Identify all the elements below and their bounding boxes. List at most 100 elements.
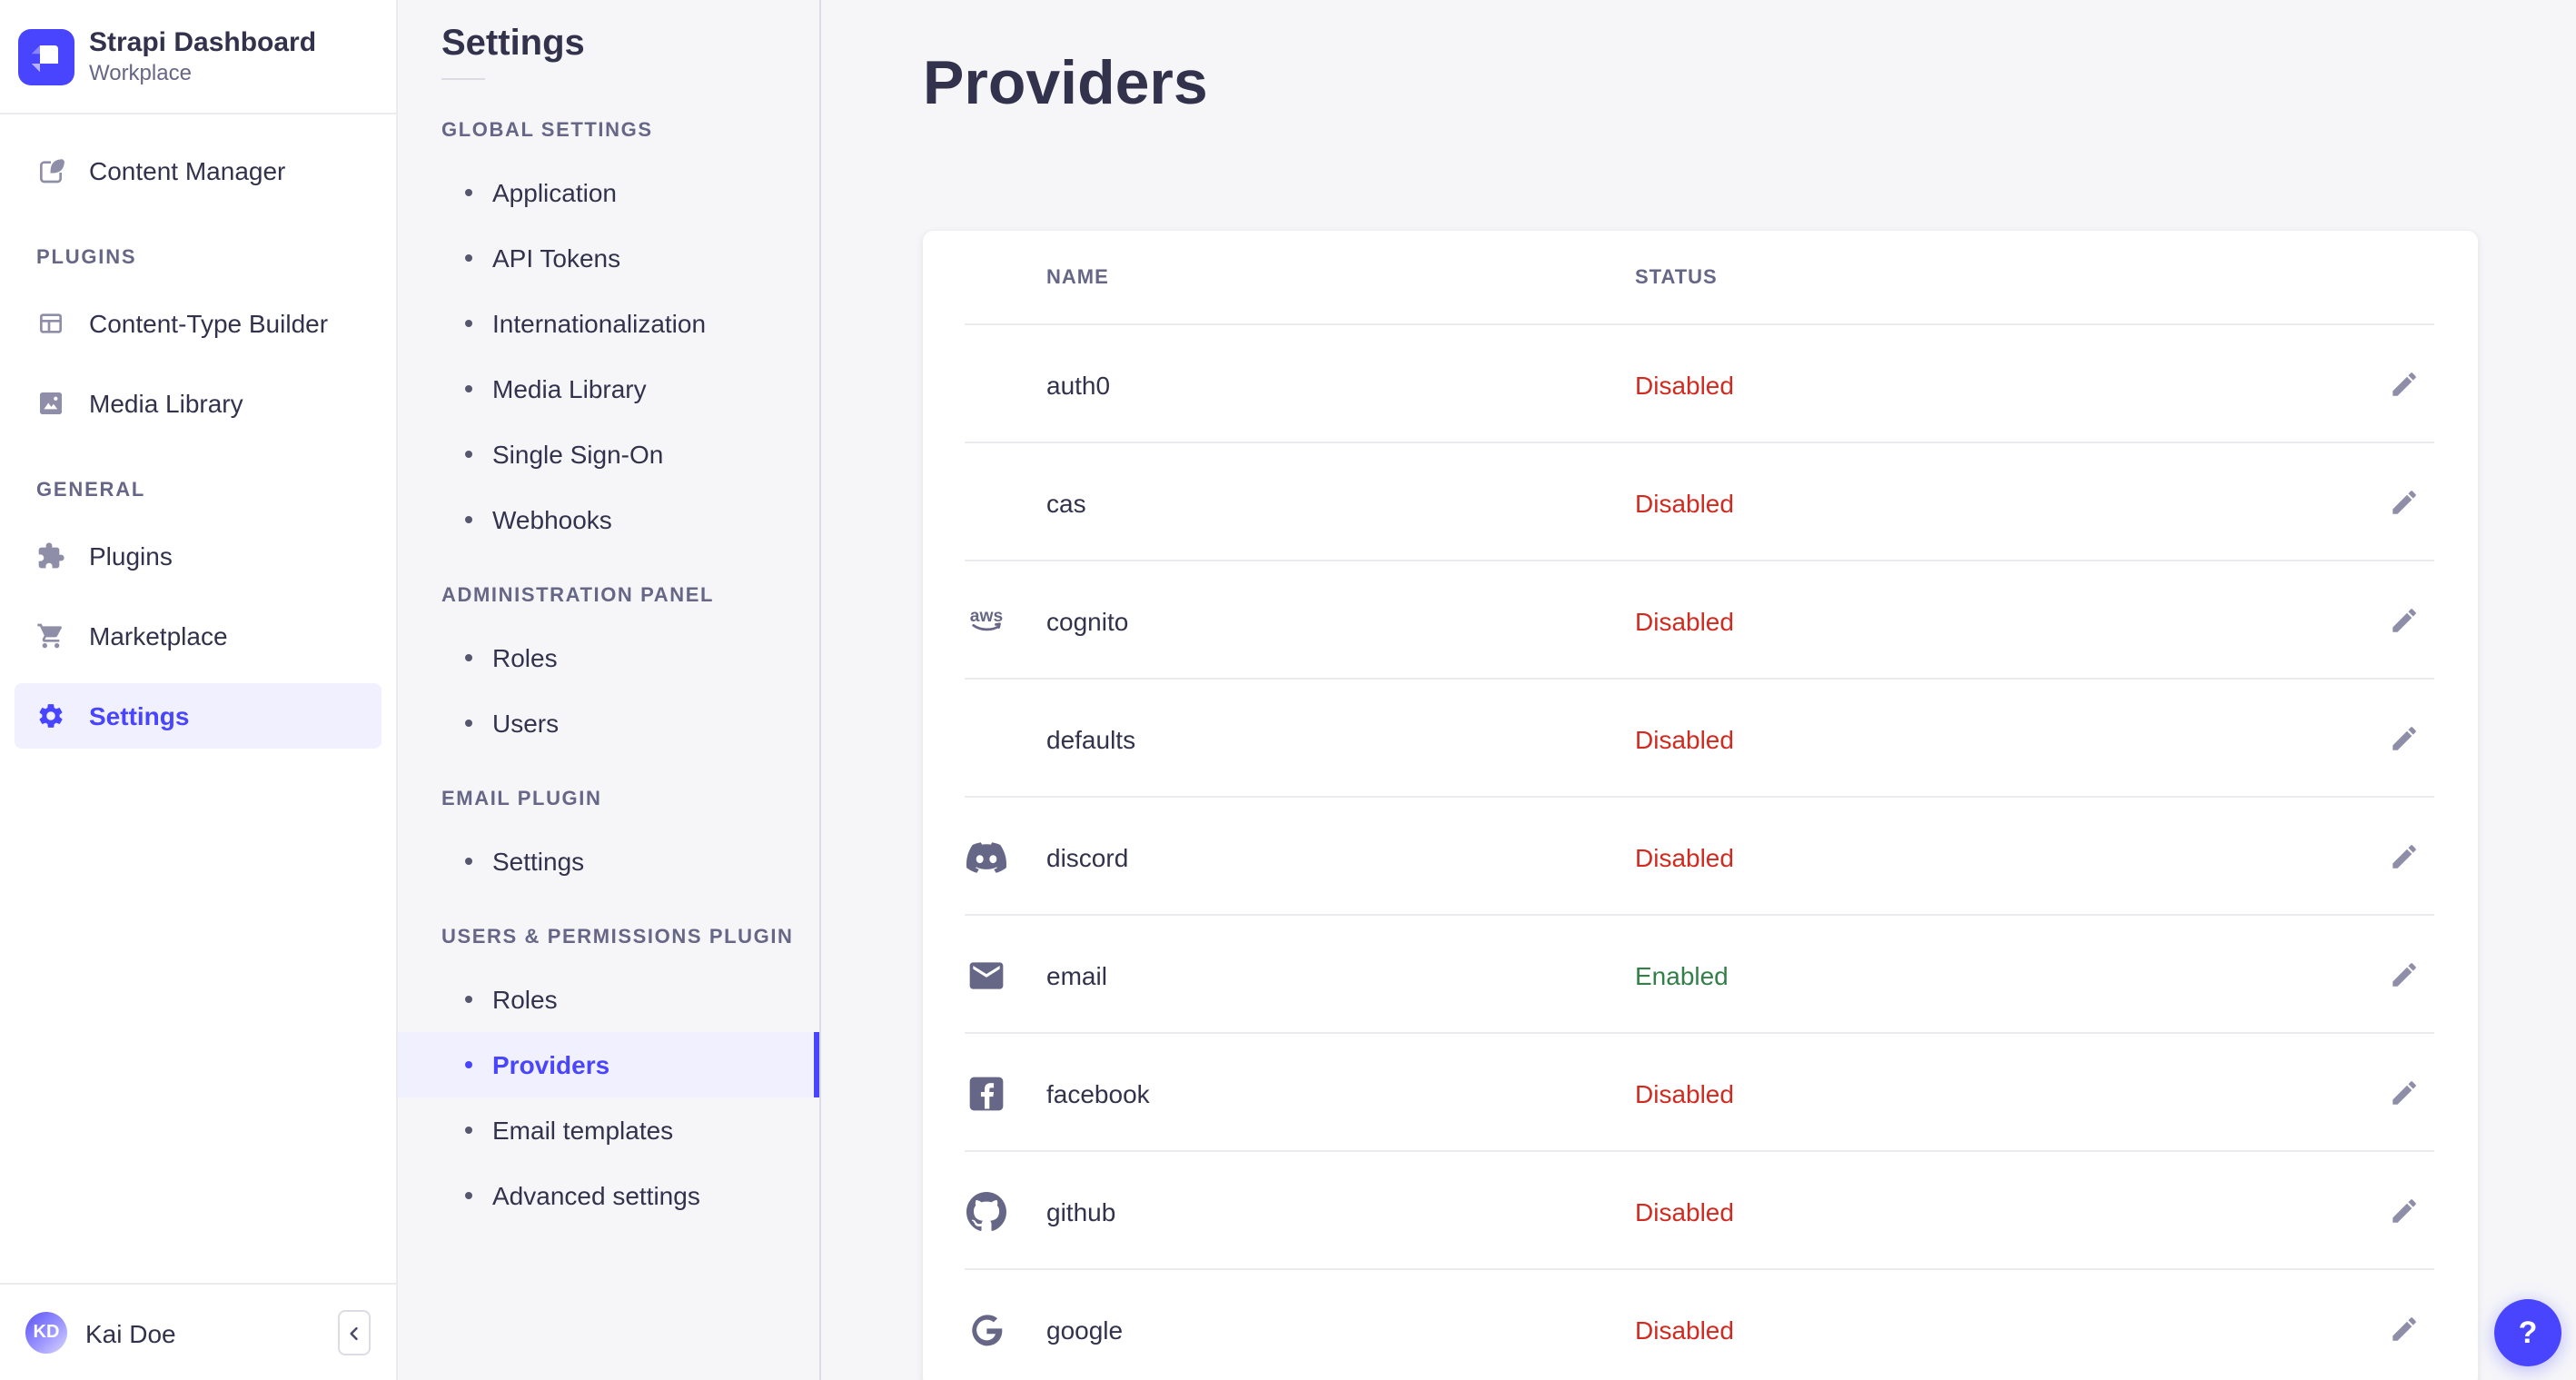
subnav-section-title: GLOBAL SETTINGS xyxy=(441,120,653,142)
help-button[interactable]: ? xyxy=(2494,1299,2561,1366)
svg-text:aws: aws xyxy=(970,606,1003,625)
main-sidebar: Strapi Dashboard Workplace Content Manag… xyxy=(0,0,398,1380)
table-row-cas: cas Disabled xyxy=(923,443,2478,561)
provider-status: Disabled xyxy=(1635,606,1734,635)
subnav-item-label: Internationalization xyxy=(492,309,707,338)
nav-section-general: GENERAL Plugins Marketplace Settings xyxy=(15,480,381,749)
subnav-item-internationalization[interactable]: Internationalization xyxy=(398,291,819,356)
avatar[interactable]: KD xyxy=(25,1312,67,1354)
edit-cell xyxy=(2376,477,2431,528)
subnav-item-label: Email templates xyxy=(492,1116,674,1145)
sidebar-item-settings[interactable]: Settings xyxy=(15,683,381,749)
edit-provider-button[interactable] xyxy=(2378,595,2429,646)
sidebar-item-marketplace[interactable]: Marketplace xyxy=(15,603,381,669)
sidebar-item-content-type-builder[interactable]: Content-Type Builder xyxy=(15,291,381,356)
edit-provider-button[interactable] xyxy=(2378,1304,2429,1355)
provider-name: email xyxy=(1046,960,1107,989)
aws-icon: aws xyxy=(966,601,1006,640)
edit-cell xyxy=(2376,949,2431,1000)
user-area: KD Kai Doe xyxy=(0,1283,396,1380)
subnav-item-advanced-settings[interactable]: Advanced settings xyxy=(398,1163,819,1228)
sidebar-item-label: Settings xyxy=(89,701,190,730)
brand-text: Strapi Dashboard Workplace xyxy=(89,26,316,86)
main-content: Providers NAME STATUS auth0 Disabled cas Di… xyxy=(821,0,2576,1380)
provider-name: facebook xyxy=(1046,1078,1150,1107)
edit-cell xyxy=(2376,1304,2431,1355)
sidebar-item-label: Content Manager xyxy=(89,156,286,185)
table-row-facebook: facebook Disabled xyxy=(923,1034,2478,1152)
subnav-item-api-tokens[interactable]: API Tokens xyxy=(398,225,819,291)
subnav-item-label: API Tokens xyxy=(492,243,621,273)
subnav-item-label: Roles xyxy=(492,643,558,672)
workspace-switcher[interactable]: Strapi Dashboard Workplace xyxy=(0,0,396,114)
subnav-item-roles[interactable]: Roles xyxy=(398,625,819,690)
provider-name: auth0 xyxy=(1046,370,1111,399)
subnav-item-label: Single Sign-On xyxy=(492,440,664,469)
email-icon xyxy=(966,955,1006,995)
provider-status: Disabled xyxy=(1635,842,1734,871)
column-header-status: STATUS xyxy=(1635,267,1718,289)
sidebar-item-content-manager[interactable]: Content Manager xyxy=(15,138,381,204)
settings-icon xyxy=(36,701,65,730)
edit-cell xyxy=(2376,595,2431,646)
sidebar-item-plugins[interactable]: Plugins xyxy=(15,523,381,589)
edit-provider-button[interactable] xyxy=(2378,359,2429,410)
content-manager-icon xyxy=(36,156,65,185)
discord-icon xyxy=(966,837,1006,877)
sidebar-item-media-library[interactable]: Media Library xyxy=(15,371,381,436)
sidebar-item-label: Content-Type Builder xyxy=(89,309,329,338)
subnav-item-media-library[interactable]: Media Library xyxy=(398,356,819,422)
subnav-item-label: Users xyxy=(492,709,560,738)
subnav-item-label: Roles xyxy=(492,985,558,1014)
subnav-item-users[interactable]: Users xyxy=(398,690,819,756)
subnav-sections: GLOBAL SETTINGS Application API Tokens Inte… xyxy=(398,120,819,1228)
subnav-section-title: ADMINISTRATION PANEL xyxy=(441,585,715,607)
subnav-section-users-permissions-plugin: USERS & PERMISSIONS PLUGIN Roles Providers… xyxy=(398,927,819,1228)
subnav-item-roles[interactable]: Roles xyxy=(398,967,819,1032)
sidebar-item-label: Marketplace xyxy=(89,621,228,650)
nav-section-title: GENERAL xyxy=(36,480,146,501)
collapse-sidebar-button[interactable] xyxy=(338,1310,371,1355)
strapi-logo-icon xyxy=(18,28,74,84)
app-title: Strapi Dashboard xyxy=(89,26,317,57)
subnav-item-providers[interactable]: Providers xyxy=(398,1032,819,1097)
table-row-google: google Disabled xyxy=(923,1270,2478,1380)
edit-provider-button[interactable] xyxy=(2378,477,2429,528)
provider-status: Disabled xyxy=(1635,1078,1734,1107)
edit-provider-button[interactable] xyxy=(2378,831,2429,882)
edit-provider-button[interactable] xyxy=(2378,1067,2429,1118)
subnav-section-global-settings: GLOBAL SETTINGS Application API Tokens Inte… xyxy=(398,120,819,552)
edit-provider-button[interactable] xyxy=(2378,949,2429,1000)
table-row-discord: discord Disabled xyxy=(923,798,2478,916)
subnav-title: Settings xyxy=(441,24,585,64)
table-header: NAME STATUS xyxy=(923,231,2478,325)
edit-provider-button[interactable] xyxy=(2378,713,2429,764)
user-name: Kai Doe xyxy=(85,1318,176,1347)
subnav-item-label: Webhooks xyxy=(492,505,612,534)
chevron-left-icon xyxy=(350,1325,358,1340)
main-nav: Content Manager PLUGINS Content-Type Build… xyxy=(0,114,396,749)
subnav-item-application[interactable]: Application xyxy=(398,160,819,225)
table-row-defaults: defaults Disabled xyxy=(923,680,2478,798)
subnav-item-label: Advanced settings xyxy=(492,1181,700,1210)
edit-cell xyxy=(2376,359,2431,410)
provider-status: Disabled xyxy=(1635,1196,1734,1226)
subnav-item-label: Media Library xyxy=(492,374,647,403)
subnav-item-webhooks[interactable]: Webhooks xyxy=(398,487,819,552)
github-icon xyxy=(966,1191,1006,1231)
facebook-icon xyxy=(966,1073,1006,1113)
workspace-name: Workplace xyxy=(89,59,192,84)
subnav-item-single-sign-on[interactable]: Single Sign-On xyxy=(398,422,819,487)
subnav-section-administration-panel: ADMINISTRATION PANEL Roles Users xyxy=(398,585,819,756)
subnav-item-settings[interactable]: Settings xyxy=(398,829,819,894)
subnav-section-email-plugin: EMAIL PLUGIN Settings xyxy=(398,789,819,894)
subnav-item-email-templates[interactable]: Email templates xyxy=(398,1097,819,1163)
edit-cell xyxy=(2376,1067,2431,1118)
provider-status: Enabled xyxy=(1635,960,1729,989)
no-icon xyxy=(966,364,1006,404)
edit-provider-button[interactable] xyxy=(2378,1186,2429,1236)
table-body: auth0 Disabled cas Disabled aws cognito Disabl… xyxy=(923,325,2478,1380)
no-icon xyxy=(966,719,1006,759)
provider-name: github xyxy=(1046,1196,1116,1226)
